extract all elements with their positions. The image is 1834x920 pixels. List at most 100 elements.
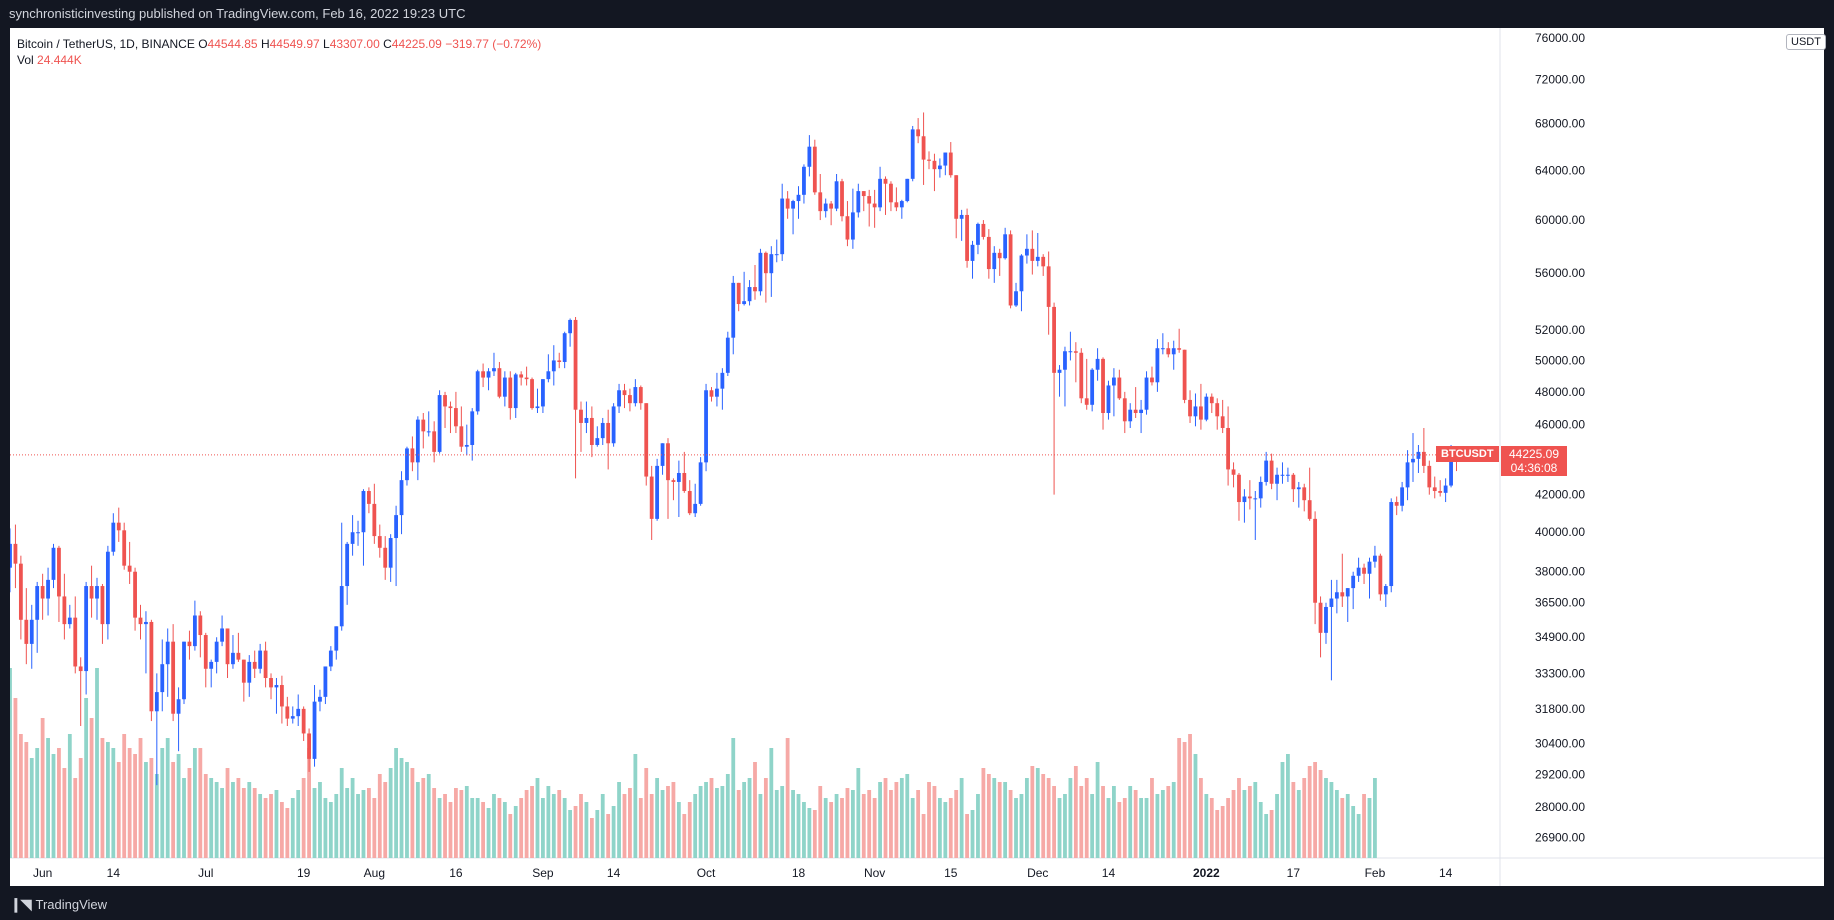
candle-body	[405, 448, 409, 481]
candle-body	[1095, 358, 1100, 370]
volume-bar	[258, 794, 263, 858]
volume-bar	[541, 798, 545, 858]
volume-bar	[133, 754, 137, 858]
x-tick-label: Oct	[697, 866, 716, 880]
volume-bar	[1133, 790, 1138, 858]
candle-body	[1019, 255, 1024, 292]
candle-body	[894, 202, 899, 208]
candle-body	[1112, 377, 1116, 386]
volume-bar	[279, 802, 284, 858]
candle-body	[671, 480, 676, 482]
volume-row: Vol 24.444K	[17, 52, 541, 68]
candle-body	[1400, 487, 1405, 506]
volume-bar	[769, 748, 774, 858]
candle-body	[834, 181, 839, 209]
volume-bar	[78, 758, 83, 858]
candle-body	[796, 194, 801, 202]
chart-pane[interactable]: 76000.00 72000.00 68000.00 64000.00 60000.00…	[10, 28, 1826, 886]
candle-body	[693, 503, 698, 514]
candle-body	[747, 287, 752, 302]
candle-body	[1041, 256, 1046, 267]
volume-bar	[1188, 734, 1192, 858]
y-tick-label: 26900.00	[1535, 831, 1585, 845]
candle-body	[89, 586, 94, 599]
y-tick-label: 28000.00	[1535, 800, 1585, 814]
volume-bar	[89, 718, 94, 858]
candle-body	[225, 628, 230, 665]
candle-body	[67, 617, 72, 625]
volume-bar	[1144, 798, 1149, 858]
last-price-value: 44225.09	[1508, 446, 1560, 461]
volume-bar	[29, 758, 34, 858]
candle-body	[1302, 487, 1307, 501]
y-tick-label: 33300.00	[1535, 666, 1585, 680]
volume-bar	[51, 754, 56, 858]
volume-bar	[1253, 782, 1258, 858]
volume-bar	[1275, 794, 1279, 858]
candle-body	[753, 287, 757, 292]
volume-bar	[1209, 798, 1214, 858]
volume-bar	[84, 698, 89, 858]
y-tick-label: 46000.00	[1535, 418, 1585, 432]
currency-button[interactable]: USDT	[1786, 34, 1826, 50]
candle-body	[214, 641, 219, 662]
candle-body	[1247, 496, 1252, 499]
candle-body	[486, 371, 491, 378]
volume-bar	[1351, 806, 1356, 858]
candle-body	[921, 136, 926, 160]
candle-body	[1122, 398, 1127, 422]
high-label: H	[260, 37, 270, 51]
tradingview-logo[interactable]: ❙◥ TradingView	[10, 896, 107, 913]
candle-body	[774, 254, 779, 256]
candle-body	[519, 374, 524, 378]
volume-bar	[736, 790, 741, 858]
volume-bar	[73, 778, 78, 858]
candle-body	[1253, 498, 1258, 500]
volume-bar	[307, 748, 311, 858]
volume-bar	[867, 790, 872, 858]
volume-bar	[367, 788, 371, 858]
volume-bar	[165, 738, 170, 858]
symbol-description[interactable]: Bitcoin / TetherUS, 1D, BINANCE	[17, 37, 195, 51]
candle-body	[818, 192, 823, 212]
candle-body	[263, 650, 268, 679]
candle-body	[1443, 485, 1448, 493]
candle-body	[1351, 575, 1356, 589]
volume-bar	[220, 788, 224, 858]
volume-bar	[486, 808, 491, 858]
candle-body	[965, 214, 969, 261]
candlestick-chart[interactable]: 76000.00 72000.00 68000.00 64000.00 60000.00…	[10, 28, 1824, 886]
volume-bar	[899, 778, 904, 858]
volume-bar	[1166, 786, 1171, 858]
candle-body	[176, 699, 181, 714]
tradingview-brand: TradingView	[35, 897, 108, 912]
volume-bar	[981, 768, 986, 858]
candle-body	[1150, 377, 1154, 383]
candle-body	[149, 621, 154, 712]
candle-body	[840, 181, 844, 217]
volume-bar	[339, 768, 344, 858]
candle-body	[986, 236, 991, 270]
candle-body	[203, 635, 208, 669]
volume-bar	[508, 814, 513, 858]
volume-bar	[1318, 770, 1323, 858]
candle-body	[1405, 462, 1410, 488]
candle-body	[502, 377, 507, 397]
candle-body	[823, 203, 828, 212]
x-tick-label: Feb	[1365, 866, 1386, 880]
volume-bar	[312, 788, 317, 858]
candle-body	[807, 146, 812, 167]
candle-body	[274, 685, 279, 688]
y-tick-label: 76000.00	[1535, 31, 1585, 45]
x-tick-label: 14	[607, 866, 621, 880]
volume-bar	[687, 802, 692, 858]
volume-bar	[470, 798, 475, 858]
volume-bar	[10, 668, 12, 858]
volume-bar	[1280, 762, 1285, 858]
volume-bar	[562, 798, 567, 858]
volume-bar	[606, 814, 611, 858]
volume-bar	[644, 768, 649, 858]
volume-bar	[1291, 782, 1296, 858]
candle-body	[187, 641, 192, 647]
candle-body	[1383, 586, 1388, 595]
